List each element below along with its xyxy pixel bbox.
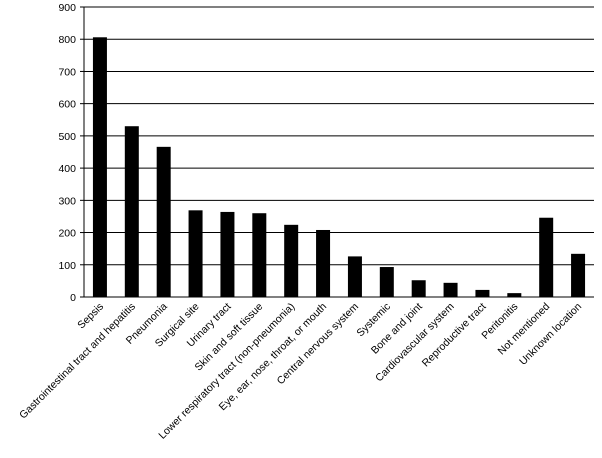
y-tick-label: 700 (58, 66, 76, 78)
bar (124, 126, 139, 297)
y-tick-label: 0 (70, 292, 76, 304)
bar (92, 37, 107, 298)
bar (571, 253, 586, 297)
bar (220, 211, 235, 297)
x-tick-label: Gastrointestinal tract and hepatitis (17, 301, 138, 422)
bar (156, 146, 171, 297)
y-tick-label: 300 (58, 195, 76, 207)
bar (188, 210, 203, 297)
y-tick-label: 200 (58, 228, 76, 240)
y-tick-label: 800 (58, 34, 76, 46)
y-tick-label: 500 (58, 131, 76, 143)
bar (284, 224, 299, 297)
bar (507, 293, 522, 297)
y-tick-label: 600 (58, 99, 76, 111)
y-tick-label: 100 (58, 260, 76, 272)
bar (347, 256, 362, 297)
y-tick-label: 400 (58, 163, 76, 175)
bar (475, 289, 490, 297)
y-tick-label: 900 (58, 2, 76, 14)
bar (316, 229, 331, 297)
bar (379, 267, 394, 297)
bar (539, 217, 554, 297)
bar (252, 213, 267, 297)
bar (411, 280, 426, 297)
x-tick-label: Sepsis (75, 301, 106, 332)
bar (443, 282, 458, 297)
